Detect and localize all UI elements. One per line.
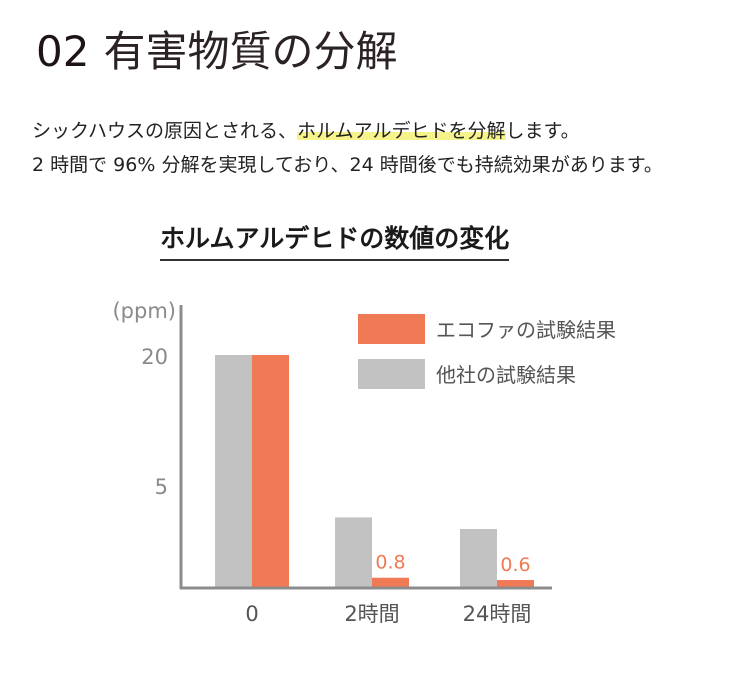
x-tick-label-2: 24時間 [463,602,532,626]
data-label-eco-1: 0.8 [375,552,405,574]
legend-swatch-other [358,359,425,389]
bar-eco-2 [497,580,534,587]
description-highlight: ホルムアルデヒドを分解 [297,120,506,142]
chart-title: ホルムアルデヒドの数値の変化 [160,220,510,261]
description-line-1: シックハウスの原因とされる、ホルムアルデヒドを分解します。 [32,114,663,148]
section-title-text: 有害物質の分解 [103,27,398,76]
bar-other-2 [460,529,497,587]
x-tick-labels-group: 0 2時間 24時間 [245,602,531,626]
y-tick-label-5: 5 [155,475,168,499]
description-line-2: 2 時間で 96% 分解を実現しており、24 時間後でも持続効果があります。 [32,154,663,176]
bar-eco-0 [252,355,289,587]
bar-eco-1 [372,577,409,587]
section-number: 02 [36,27,90,76]
legend-label-other: 他社の試験結果 [436,363,576,387]
section-title: 02 有害物質の分解 [36,22,397,82]
y-axis-unit-label: (ppm) [112,299,176,323]
legend: エコファの試験結果 他社の試験結果 [358,314,616,389]
bar-other-1 [335,517,372,587]
bars-group [215,355,534,587]
description: シックハウスの原因とされる、ホルムアルデヒドを分解します。 2 時間で 96% … [32,114,663,182]
data-label-eco-2: 0.6 [500,554,530,576]
description-text-after: します。 [505,120,580,142]
legend-swatch-eco [358,314,425,344]
bar-other-0 [215,355,252,587]
legend-label-eco: エコファの試験結果 [436,318,616,342]
y-tick-label-20: 20 [141,345,168,369]
x-tick-label-0: 0 [245,602,258,626]
x-tick-label-1: 2時間 [344,602,399,626]
description-text-before: シックハウスの原因とされる、 [32,120,298,142]
value-labels-group: 0.8 0.6 [375,552,530,576]
